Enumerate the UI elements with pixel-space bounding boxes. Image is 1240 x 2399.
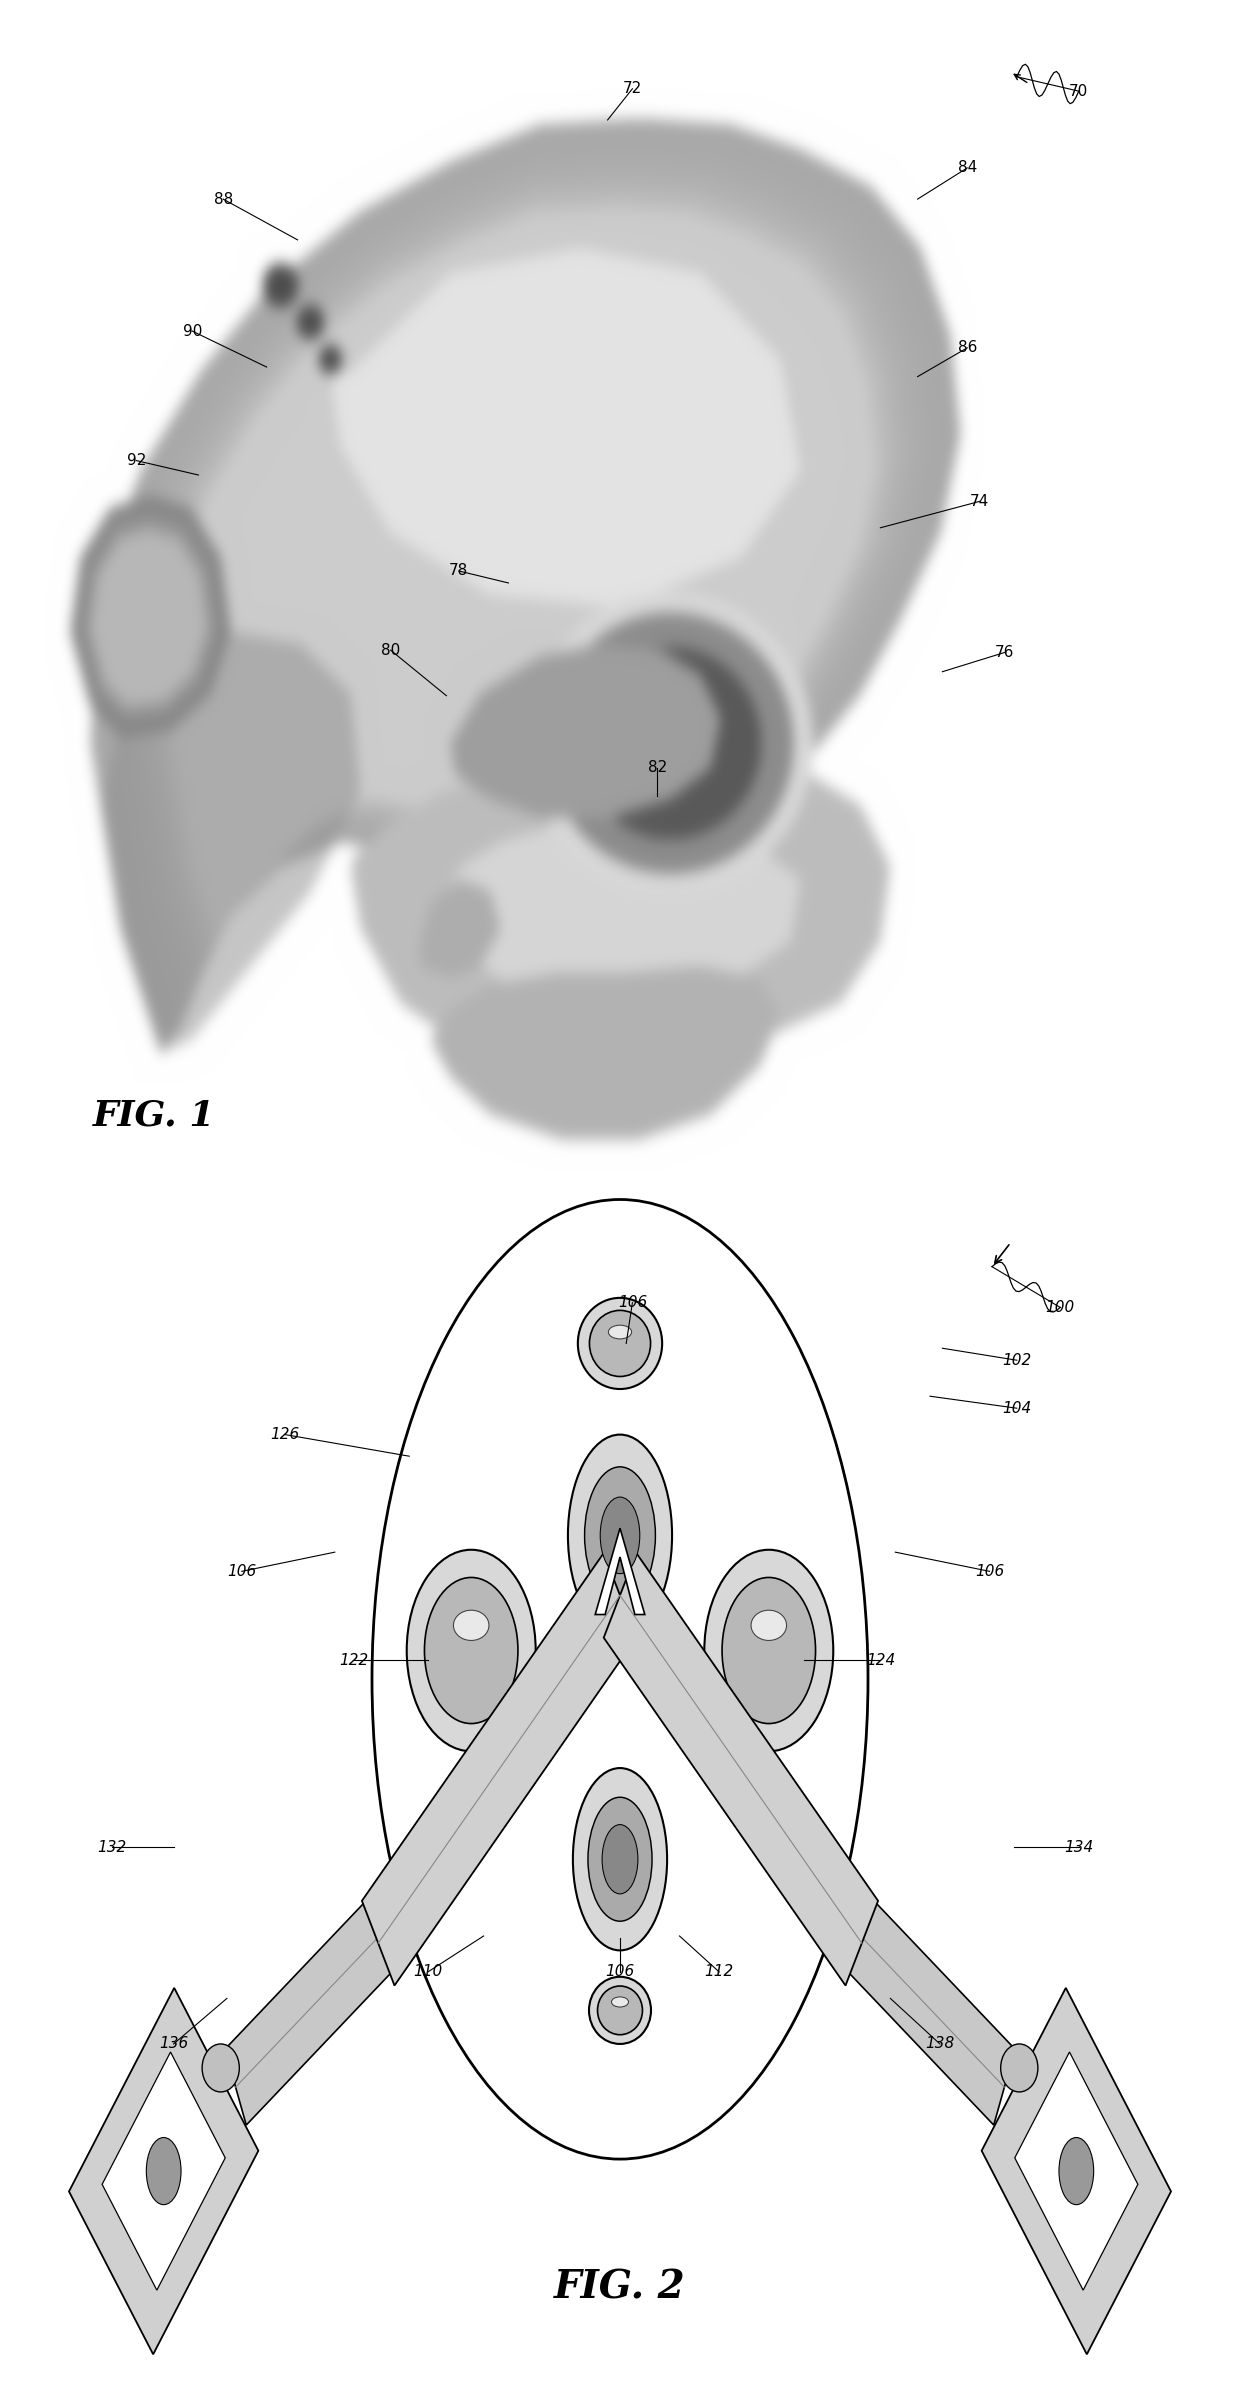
Text: 110: 110 [413, 1965, 443, 1979]
Text: 70: 70 [1069, 84, 1089, 98]
Circle shape [588, 1797, 652, 1922]
Circle shape [573, 1768, 667, 1950]
Text: FIG. 2: FIG. 2 [554, 2267, 686, 2305]
Text: 122: 122 [339, 1653, 368, 1667]
Text: 138: 138 [925, 2037, 955, 2051]
Polygon shape [69, 1989, 258, 2353]
Ellipse shape [722, 1579, 816, 1722]
Polygon shape [982, 1989, 1171, 2353]
Ellipse shape [589, 1977, 651, 2044]
Text: 102: 102 [1002, 1353, 1032, 1367]
Ellipse shape [598, 1986, 642, 2034]
Text: 136: 136 [159, 2037, 188, 2051]
Circle shape [603, 1826, 637, 1893]
Polygon shape [604, 1552, 878, 1986]
Circle shape [568, 1435, 672, 1636]
Text: 134: 134 [1064, 1840, 1094, 1854]
Ellipse shape [454, 1610, 489, 1641]
Ellipse shape [407, 1550, 536, 1751]
Circle shape [372, 1200, 868, 2159]
Text: 112: 112 [704, 1965, 734, 1979]
Polygon shape [822, 1869, 1016, 2126]
Text: 90: 90 [182, 324, 202, 338]
Text: 84: 84 [957, 161, 977, 175]
Ellipse shape [578, 1298, 662, 1389]
Text: 72: 72 [622, 82, 642, 96]
Circle shape [600, 1497, 640, 1574]
Ellipse shape [1001, 2044, 1038, 2092]
Ellipse shape [202, 2044, 239, 2092]
Text: 132: 132 [97, 1840, 126, 1854]
Text: 124: 124 [866, 1653, 895, 1667]
Circle shape [584, 1466, 656, 1605]
Polygon shape [362, 1552, 636, 1986]
Text: 88: 88 [213, 192, 233, 206]
Text: 106: 106 [605, 1965, 635, 1979]
Text: 104: 104 [1002, 1401, 1032, 1415]
Ellipse shape [611, 1996, 629, 2008]
Ellipse shape [704, 1550, 833, 1751]
Polygon shape [1014, 2051, 1138, 2291]
Text: 106: 106 [227, 1564, 257, 1579]
Text: 106: 106 [975, 1564, 1004, 1579]
Polygon shape [224, 1869, 418, 2126]
Text: 76: 76 [994, 645, 1014, 660]
Text: 82: 82 [647, 760, 667, 775]
Text: 126: 126 [270, 1427, 300, 1442]
Text: 86: 86 [957, 341, 977, 355]
Text: 80: 80 [381, 643, 401, 657]
Text: 78: 78 [449, 564, 469, 578]
Polygon shape [102, 2051, 226, 2291]
Text: 106: 106 [618, 1295, 647, 1310]
Ellipse shape [424, 1579, 518, 1722]
Circle shape [146, 2138, 181, 2205]
Polygon shape [595, 1528, 645, 1615]
Text: 100: 100 [1045, 1300, 1075, 1315]
Text: FIG. 1: FIG. 1 [93, 1099, 216, 1132]
Circle shape [1059, 2138, 1094, 2205]
Ellipse shape [751, 1610, 786, 1641]
Ellipse shape [609, 1324, 631, 1339]
Ellipse shape [589, 1310, 651, 1377]
Text: 74: 74 [970, 494, 990, 509]
Text: 92: 92 [126, 453, 146, 468]
